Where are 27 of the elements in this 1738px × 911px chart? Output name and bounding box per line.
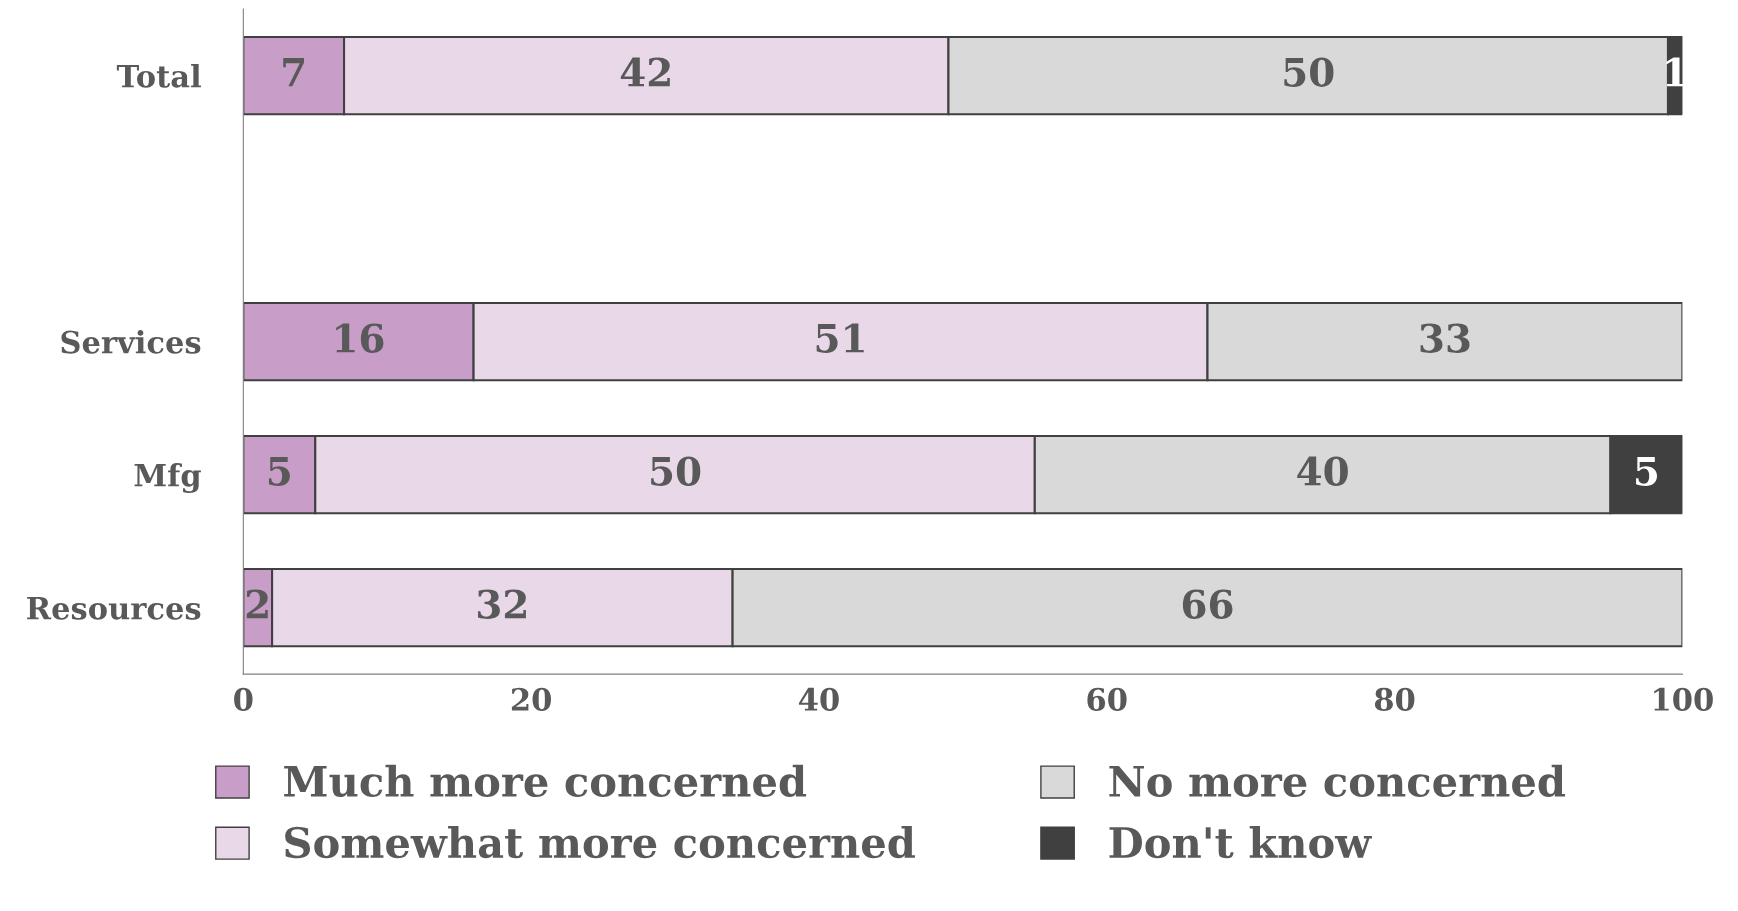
data-label: 50 [651,456,701,486]
x-tick-label: 20 [511,687,551,711]
data-label: 16 [336,323,384,353]
y-tick-label: Mfg [134,463,201,494]
data-label: 5 [268,457,290,486]
legend-label: Much more concerned [284,764,807,798]
legend-label: No more concerned [1109,764,1566,798]
data-label: 2 [246,589,268,619]
x-tick-label: 60 [1087,687,1127,711]
legend-label: Somewhat more concerned [285,826,915,859]
y-tick-label: Total [116,64,201,88]
data-label: 66 [1182,589,1233,619]
legend-label: Don't know [1109,826,1372,859]
data-label: 42 [620,57,670,87]
data-label: 33 [1420,323,1470,353]
y-tick-label: Services [61,330,201,354]
data-label: 50 [1284,57,1334,87]
y-tick-label: Resources [27,596,201,620]
x-tick-label: 80 [1374,687,1415,711]
data-label: 32 [478,589,526,619]
x-tick-label: 0 [234,687,253,711]
data-label: 7 [283,57,304,87]
data-label: 51 [816,323,864,353]
data-label: 5 [1636,457,1657,486]
x-tick-label: 40 [798,687,839,711]
data-label: 40 [1297,456,1348,486]
x-tick-label: 100 [1654,687,1713,711]
